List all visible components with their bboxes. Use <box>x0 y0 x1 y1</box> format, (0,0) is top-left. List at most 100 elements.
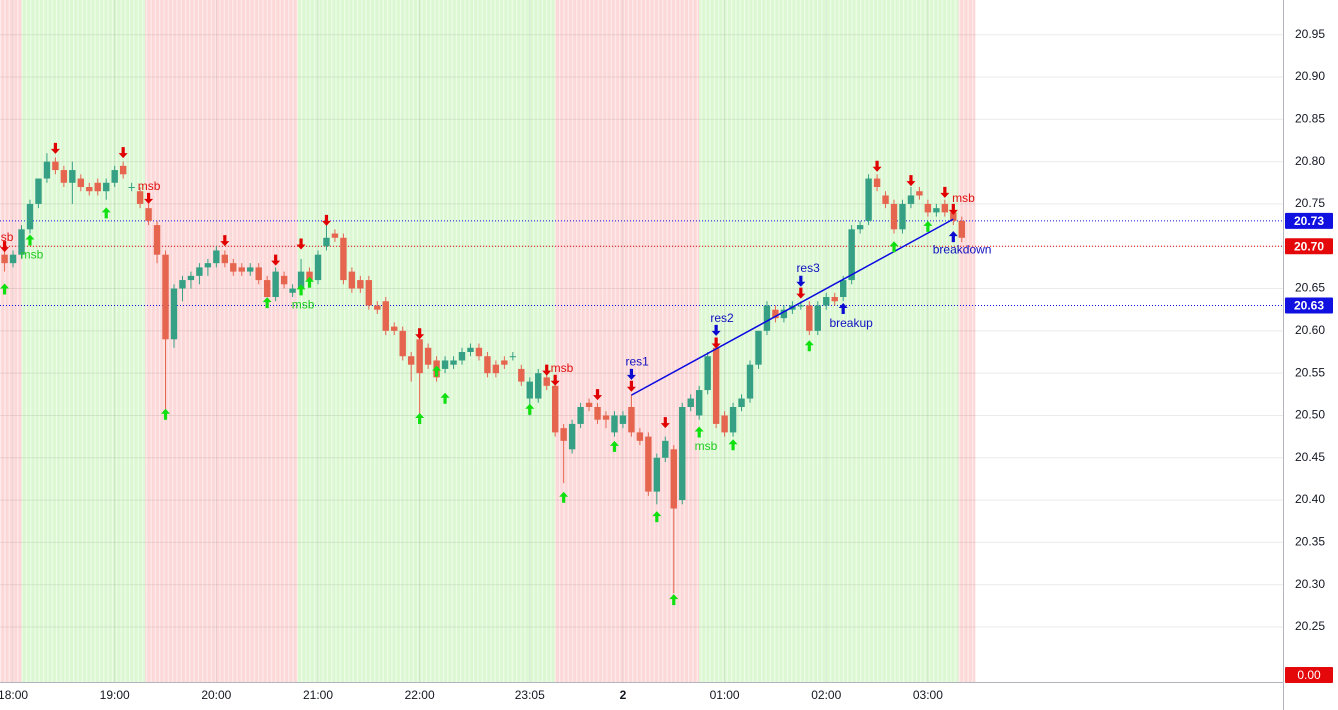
annotation: msb <box>551 361 574 375</box>
signal-arrow <box>262 297 272 309</box>
candle-body <box>645 436 652 492</box>
candle-body <box>814 305 821 331</box>
signal-arrow <box>669 594 679 606</box>
bottom-badge <box>1285 667 1333 683</box>
candle-body <box>831 297 838 302</box>
y-tick-label: 20.60 <box>1295 323 1325 337</box>
candle-body <box>865 178 872 221</box>
candle-body <box>729 407 737 433</box>
level-badge <box>1285 212 1333 229</box>
signal-arrow <box>609 440 619 452</box>
signal-arrow <box>796 287 806 299</box>
candle-body <box>950 212 957 221</box>
signal-arrow <box>728 439 738 451</box>
candle-body <box>509 356 517 358</box>
annotation: msb <box>21 248 44 262</box>
signal-arrow <box>296 284 306 296</box>
candle-body <box>69 170 76 183</box>
y-tick-label: 20.65 <box>1295 281 1325 295</box>
x-tick-label: 21:00 <box>303 688 333 702</box>
candle-body <box>856 225 864 230</box>
candle-body <box>467 347 474 352</box>
level-badge-label: 20.70 <box>1294 239 1324 253</box>
candle-body <box>357 280 364 289</box>
candle-body <box>484 356 491 374</box>
candle-body <box>763 305 771 331</box>
zone-stripes <box>297 0 556 682</box>
signal-arrow <box>440 392 450 404</box>
candle-body <box>551 385 559 433</box>
candle-body <box>331 233 339 238</box>
zone-stripes <box>555 0 700 682</box>
candle-body <box>441 360 449 369</box>
candle-body <box>1 254 8 264</box>
candle-body <box>391 326 398 331</box>
candle-body <box>204 263 212 268</box>
signal-arrow <box>660 417 670 429</box>
annotation: res1 <box>626 354 650 368</box>
annotation: msb <box>292 298 315 312</box>
candle-body <box>407 356 415 365</box>
x-tick-label: 18:00 <box>0 688 28 702</box>
signal-arrow <box>626 380 636 392</box>
x-tick-label: 19:00 <box>100 688 130 702</box>
signal-arrow <box>220 235 230 247</box>
x-tick-label: 2 <box>620 688 627 702</box>
x-tick-label: 22:00 <box>405 688 435 702</box>
candle-body <box>458 352 466 361</box>
zone-stripes <box>21 0 146 682</box>
candle-body <box>399 330 406 357</box>
candle-body <box>907 195 915 204</box>
candle-body <box>687 398 694 407</box>
signal-arrow <box>889 241 899 253</box>
candle-body <box>60 170 68 183</box>
candle-body <box>721 415 728 433</box>
candle-body <box>475 347 483 357</box>
y-tick-label: 20.80 <box>1295 154 1325 168</box>
annotation: msb <box>952 191 975 205</box>
candle-body <box>577 407 584 424</box>
candle-body <box>187 275 195 281</box>
candle-body <box>746 364 754 399</box>
signal-arrow <box>694 426 704 438</box>
candle-body <box>958 220 965 238</box>
candle-body <box>230 263 237 272</box>
annotation: res2 <box>710 311 734 325</box>
candle-body <box>899 203 906 230</box>
zone-stripes <box>145 0 298 682</box>
candle-body <box>280 275 288 285</box>
signal-arrow <box>271 254 281 266</box>
candle-body <box>382 301 389 331</box>
candle-body <box>94 182 101 192</box>
candle-body <box>543 377 550 386</box>
annotation: msb <box>0 230 14 244</box>
y-tick-label: 20.95 <box>1295 27 1325 41</box>
candle-body <box>695 390 703 416</box>
candle-body <box>526 381 533 399</box>
signal-arrow <box>550 374 560 386</box>
candle-body <box>890 203 898 230</box>
candle-body <box>255 267 262 281</box>
x-tick-label: 23:05 <box>515 688 545 702</box>
candle-body <box>619 415 627 424</box>
candle-body <box>323 237 330 247</box>
candle-body <box>585 402 593 407</box>
candle-body <box>535 373 542 399</box>
bottom-badge-label: 0.00 <box>1297 668 1321 682</box>
candle-body <box>18 229 25 255</box>
candle-body <box>704 356 711 391</box>
zone-stripes <box>958 0 976 682</box>
level-badge <box>1285 238 1333 255</box>
candle-body <box>712 347 720 424</box>
candle-body <box>636 432 644 441</box>
candle-body <box>806 305 813 331</box>
signal-arrow <box>432 365 442 377</box>
candle-body <box>568 423 576 450</box>
signal-arrow <box>711 337 721 349</box>
signal-arrow <box>906 175 916 187</box>
candle-body <box>501 360 508 365</box>
candle-body <box>77 178 85 187</box>
candle-body <box>103 182 110 192</box>
candle-body <box>916 191 923 196</box>
